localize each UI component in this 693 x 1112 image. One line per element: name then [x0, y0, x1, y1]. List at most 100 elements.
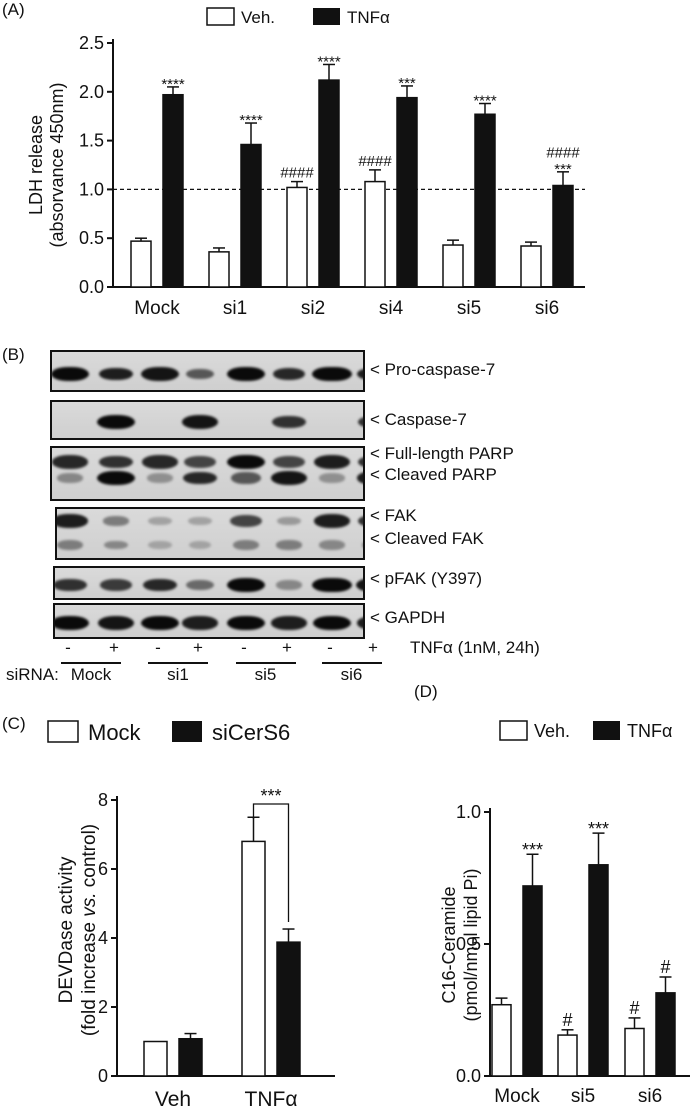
legend-sicers6-swatch	[172, 721, 202, 742]
x-category-label: Veh	[155, 1088, 191, 1111]
blot-band	[100, 579, 132, 591]
y-tick-label: 2.0	[79, 82, 104, 102]
blot-band	[227, 367, 265, 381]
blot-band	[52, 455, 88, 469]
treatment-sign: +	[193, 638, 203, 657]
blot-band	[319, 540, 345, 550]
blot-band	[319, 473, 345, 483]
bar-series2	[396, 96, 418, 288]
blot-band	[99, 367, 133, 381]
chart-c-ylabel-line1: DEVDase activity	[56, 856, 77, 1003]
blot-band	[97, 471, 135, 485]
chart-c-devdase-activity: Mock siCerS6 DEVDase activity (fold incr…	[47, 720, 335, 1111]
legend-veh-label: Veh.	[241, 8, 275, 27]
band-label: < Cleaved FAK	[370, 529, 484, 548]
sirna-group-line	[61, 662, 121, 664]
significance-label: ***	[260, 786, 281, 806]
x-category-label: Mock	[134, 298, 180, 319]
significance-label: #	[562, 1010, 572, 1030]
blot-band	[227, 578, 265, 592]
panel-d-letter: (D)	[414, 682, 438, 701]
bar-series1	[491, 1003, 512, 1077]
blot-band	[186, 368, 214, 380]
bar-series2	[522, 885, 543, 1077]
bar-series1	[143, 1040, 168, 1077]
legend-sicers6-label: siCerS6	[212, 720, 290, 745]
bar-series1	[364, 180, 386, 288]
significance-label: ####	[280, 165, 314, 182]
blot-band	[276, 540, 302, 550]
x-category-label: si2	[301, 298, 325, 319]
blot-band	[182, 616, 218, 630]
y-tick-label: 2.5	[79, 33, 104, 53]
blot-band	[55, 578, 87, 592]
y-tick-label: 4	[98, 928, 108, 948]
chart-a-ylabel-line1: LDH release	[26, 115, 46, 215]
x-category-label: TNFα	[245, 1088, 298, 1111]
band-label: < FAK	[370, 506, 417, 525]
significance-label: ****	[239, 112, 263, 129]
blot-band	[356, 578, 363, 592]
blot-band	[272, 456, 306, 468]
band-label: < Cleaved PARP	[370, 465, 497, 484]
blot-band	[230, 472, 262, 484]
sirna-group-label: si6	[340, 665, 363, 684]
blot-band	[357, 471, 363, 485]
y-tick-label: 0.5	[79, 228, 104, 248]
western-blot-panel: < Pro-caspase-7 < Caspase-7 < Full-length …	[0, 340, 693, 685]
blot-band	[357, 367, 363, 381]
blot-band	[103, 540, 129, 550]
blot-band	[362, 540, 363, 550]
legend-veh-swatch-d	[499, 720, 528, 741]
bar-series2	[276, 941, 301, 1077]
bar-series2	[240, 143, 262, 288]
y-tick-label: 0	[98, 1066, 108, 1086]
blot-band	[313, 455, 351, 469]
bar-series1	[557, 1034, 578, 1077]
treatment-sign: -	[241, 638, 247, 657]
y-tick-label: 1.0	[456, 802, 481, 822]
blot-band	[97, 616, 135, 630]
bar-series1	[286, 186, 308, 288]
y-tick-label: 0.5	[456, 934, 481, 954]
blot-band	[55, 616, 89, 630]
legend-mock-swatch	[47, 720, 79, 743]
blot-band	[229, 515, 263, 527]
bar-series1	[520, 245, 542, 288]
legend-tnf-swatch	[313, 8, 340, 25]
treatment-sign: -	[327, 638, 333, 657]
blot-band	[186, 579, 214, 591]
blot-band	[181, 415, 219, 429]
significance-label: ***	[522, 840, 543, 860]
sirna-group-label: Mock	[70, 665, 112, 684]
blot-strip	[50, 400, 365, 440]
blot-band	[188, 516, 212, 526]
legend-veh-swatch	[206, 7, 235, 26]
band-label: < pFAK (Y397)	[370, 569, 482, 588]
blot-band	[232, 540, 260, 550]
chart-d-c16-ceramide: Veh. TNFα C16-Ceramide (pmol/nmol lipid …	[439, 720, 690, 1107]
blot-band	[183, 456, 217, 468]
blot-band	[97, 415, 135, 429]
bar-series2	[552, 184, 574, 288]
band-label: < GAPDH	[370, 608, 446, 627]
blot-band	[103, 516, 129, 526]
y-tick-label: 8	[98, 790, 108, 810]
blot-band	[357, 616, 363, 630]
blot-band	[271, 415, 307, 429]
panel-a-letter: (A)	[2, 0, 25, 19]
blot-band	[57, 473, 83, 483]
x-category-label: si6	[535, 298, 559, 319]
blot-band	[314, 514, 350, 528]
chart-a-ldh-release: Veh. TNFα LDH release (absorvance 450nm)…	[26, 7, 585, 319]
bar-series1	[442, 244, 464, 288]
bar-series2	[474, 113, 496, 288]
blot-band	[52, 367, 89, 381]
bar-series2	[588, 864, 609, 1077]
blot-band	[148, 516, 172, 526]
blot-band	[312, 366, 352, 382]
blot-band	[270, 471, 308, 485]
panel-b-letter: (B)	[2, 345, 25, 364]
blot-band	[141, 616, 179, 630]
sirna-group-label: si5	[254, 665, 277, 684]
